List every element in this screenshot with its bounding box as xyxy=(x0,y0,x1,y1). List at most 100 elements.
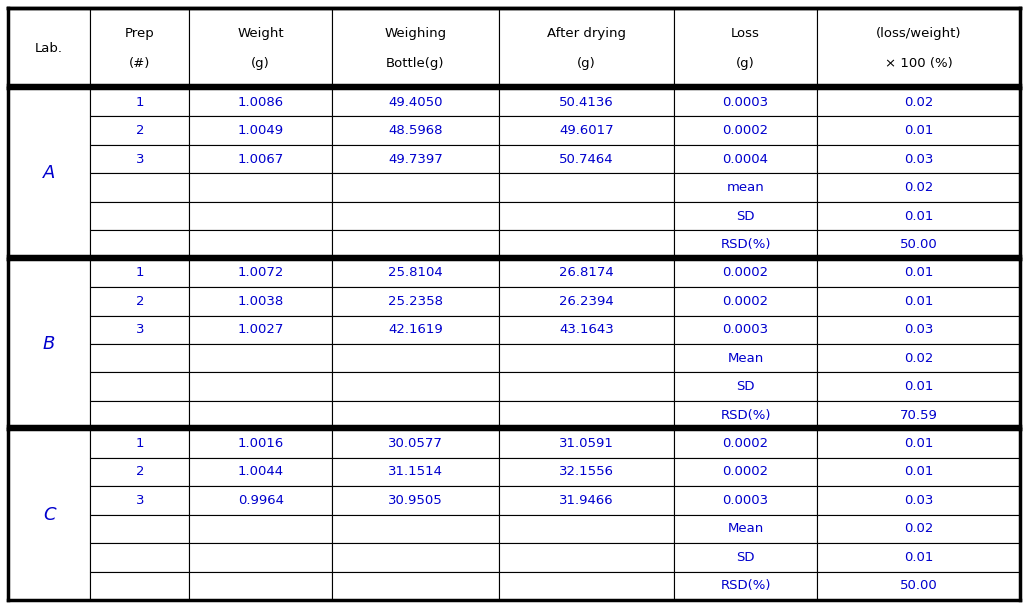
Bar xyxy=(332,8,499,88)
Text: 0.0003: 0.0003 xyxy=(723,494,769,507)
Bar xyxy=(499,145,674,173)
Bar xyxy=(189,373,332,401)
Bar xyxy=(189,514,332,543)
Bar xyxy=(332,287,499,316)
Text: 1.0016: 1.0016 xyxy=(237,437,284,450)
Bar xyxy=(817,145,1020,173)
Text: 1.0086: 1.0086 xyxy=(237,95,284,109)
Text: 26.2394: 26.2394 xyxy=(559,295,614,308)
Bar xyxy=(332,458,499,486)
Bar xyxy=(332,88,499,117)
Bar xyxy=(817,572,1020,600)
Text: 50.00: 50.00 xyxy=(900,238,938,251)
Bar xyxy=(332,572,499,600)
Bar xyxy=(8,8,90,88)
Bar xyxy=(499,373,674,401)
Bar xyxy=(499,514,674,543)
Bar xyxy=(189,258,332,287)
Bar xyxy=(90,230,189,258)
Text: 1.0049: 1.0049 xyxy=(237,124,284,137)
Text: 0.0002: 0.0002 xyxy=(723,124,769,137)
Bar xyxy=(817,258,1020,287)
Bar xyxy=(817,429,1020,458)
Text: 49.7397: 49.7397 xyxy=(389,153,443,165)
Text: 32.1556: 32.1556 xyxy=(559,466,614,478)
Bar xyxy=(817,117,1020,145)
Bar xyxy=(499,202,674,230)
Text: 1.0072: 1.0072 xyxy=(237,266,284,280)
Text: 70.59: 70.59 xyxy=(900,409,938,421)
Bar xyxy=(499,230,674,258)
Text: 0.03: 0.03 xyxy=(904,323,933,336)
Bar xyxy=(189,458,332,486)
Text: 31.1514: 31.1514 xyxy=(388,466,443,478)
Text: 0.01: 0.01 xyxy=(904,295,933,308)
Text: 50.4136: 50.4136 xyxy=(559,95,614,109)
Bar xyxy=(189,344,332,373)
Text: Mean: Mean xyxy=(728,522,764,536)
Bar xyxy=(90,88,189,117)
Bar xyxy=(332,373,499,401)
Text: Weighing: Weighing xyxy=(384,27,446,40)
Bar xyxy=(674,401,817,429)
Bar xyxy=(817,514,1020,543)
Text: × 100 (%): × 100 (%) xyxy=(884,58,952,71)
Bar xyxy=(817,373,1020,401)
Bar xyxy=(499,543,674,572)
Text: 0.03: 0.03 xyxy=(904,494,933,507)
Text: 1.0038: 1.0038 xyxy=(237,295,284,308)
Bar xyxy=(499,344,674,373)
Bar xyxy=(90,8,189,88)
Bar xyxy=(674,145,817,173)
Text: 31.0591: 31.0591 xyxy=(559,437,614,450)
Bar xyxy=(499,572,674,600)
Bar xyxy=(332,344,499,373)
Text: 1.0027: 1.0027 xyxy=(237,323,284,336)
Bar xyxy=(90,344,189,373)
Bar xyxy=(674,287,817,316)
Bar xyxy=(674,572,817,600)
Bar xyxy=(817,287,1020,316)
Text: 0.9964: 0.9964 xyxy=(237,494,284,507)
Text: (g): (g) xyxy=(577,58,596,71)
Bar xyxy=(817,316,1020,344)
Bar xyxy=(90,458,189,486)
Bar xyxy=(189,8,332,88)
Bar xyxy=(189,401,332,429)
Text: After drying: After drying xyxy=(547,27,626,40)
Bar xyxy=(499,117,674,145)
Bar xyxy=(817,173,1020,202)
Text: 1.0067: 1.0067 xyxy=(237,153,284,165)
Text: 31.9466: 31.9466 xyxy=(559,494,614,507)
Text: B: B xyxy=(43,335,56,353)
Bar xyxy=(332,202,499,230)
Text: Weight: Weight xyxy=(237,27,284,40)
Text: (g): (g) xyxy=(736,58,755,71)
Text: 0.0002: 0.0002 xyxy=(723,266,769,280)
Bar xyxy=(90,514,189,543)
Bar xyxy=(499,8,674,88)
Bar xyxy=(8,429,90,600)
Bar xyxy=(90,401,189,429)
Bar xyxy=(90,202,189,230)
Text: RSD(%): RSD(%) xyxy=(721,409,771,421)
Bar xyxy=(189,572,332,600)
Bar xyxy=(674,543,817,572)
Text: 0.01: 0.01 xyxy=(904,124,933,137)
Text: C: C xyxy=(43,506,56,523)
Text: 0.01: 0.01 xyxy=(904,466,933,478)
Bar xyxy=(499,88,674,117)
Bar xyxy=(189,429,332,458)
Bar xyxy=(189,316,332,344)
Text: 0.01: 0.01 xyxy=(904,551,933,564)
Bar xyxy=(817,8,1020,88)
Bar xyxy=(332,117,499,145)
Bar xyxy=(332,173,499,202)
Bar xyxy=(189,88,332,117)
Text: SD: SD xyxy=(736,210,755,223)
Text: 3: 3 xyxy=(136,323,144,336)
Bar xyxy=(90,429,189,458)
Bar xyxy=(817,202,1020,230)
Text: 1: 1 xyxy=(136,95,144,109)
Text: 0.03: 0.03 xyxy=(904,153,933,165)
